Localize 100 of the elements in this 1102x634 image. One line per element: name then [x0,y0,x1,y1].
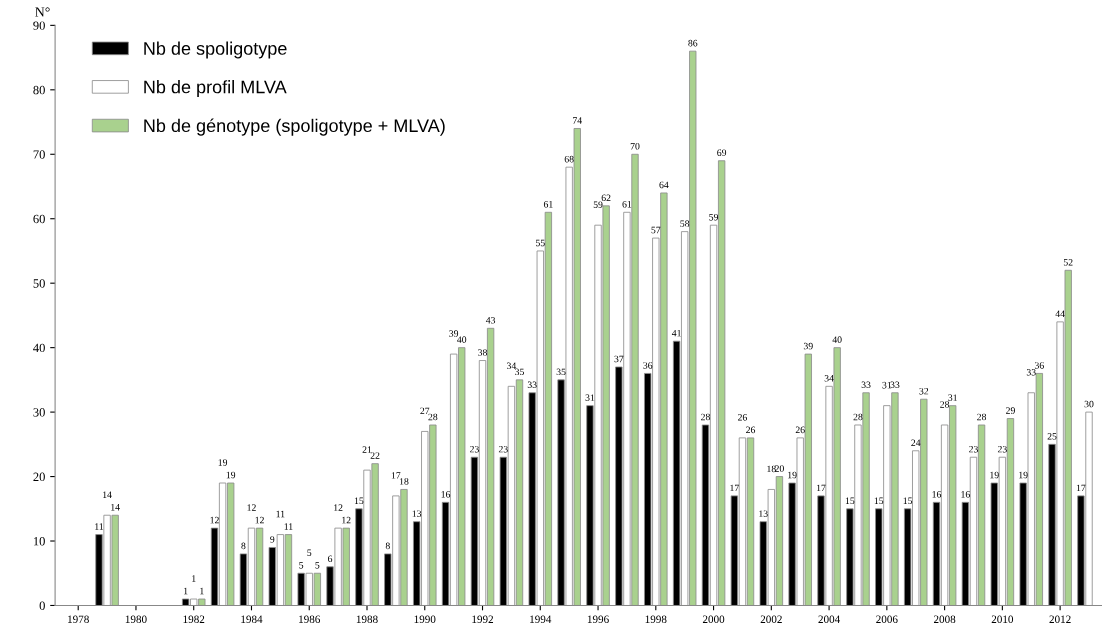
data-label: 31 [882,381,892,389]
y-tick-label: 0 [39,601,45,610]
data-label: 6 [328,555,333,563]
data-label: 68 [564,155,574,163]
data-label: 21 [362,446,372,453]
data-label: 19 [226,471,236,479]
data-label: 28 [940,401,950,408]
data-label: 15 [845,497,855,505]
legend-label: Nb de spoligotype [144,41,287,59]
x-tick-label: 1990 [414,615,436,624]
data-label: 17 [1076,484,1086,492]
y-axis-title: N° [35,7,50,17]
data-label: 30 [1084,400,1094,408]
data-label: 52 [1063,259,1073,266]
data-label: 13 [759,510,768,517]
x-tick-label: 1986 [299,615,321,624]
x-tick-label: 2008 [933,615,956,624]
data-label: 15 [874,497,884,505]
x-tick-label: 1998 [645,615,667,624]
x-tick-label: 2006 [876,615,898,624]
data-label: 35 [556,368,566,376]
y-tick-label: 70 [33,150,45,159]
data-label: 40 [457,336,467,343]
data-label: 31 [948,394,957,401]
data-label: 86 [688,39,698,47]
data-label: 5 [307,549,312,556]
data-label: 39 [803,342,813,350]
data-label: 17 [816,484,826,492]
data-label: 59 [709,213,719,221]
x-tick-label: 1992 [472,615,494,624]
data-label: 16 [932,491,942,498]
data-label: 74 [573,117,582,124]
data-label: 33 [1026,368,1036,376]
data-label: 61 [543,201,553,208]
x-tick-label: 2010 [991,615,1014,624]
data-label: 28 [977,413,987,421]
data-label: 33 [890,381,900,389]
data-label: 62 [601,194,611,202]
x-tick-label: 2002 [760,615,782,624]
data-label: 33 [861,381,871,389]
data-label: 19 [1019,471,1028,479]
data-label: 32 [919,387,929,395]
data-label: 41 [671,329,681,337]
y-tick-label: 10 [33,537,45,546]
y-tick-label: 90 [33,21,45,30]
data-label: 16 [961,491,970,498]
data-label: 8 [241,542,246,550]
data-label: 12 [342,516,351,524]
data-label: 70 [630,142,640,150]
data-label: 12 [334,504,343,511]
legend-label: Nb de génotype (spoligotype + MLVA) [144,118,445,136]
x-tick-label: 1984 [241,615,263,624]
data-label: 23 [470,445,479,453]
data-label: 28 [428,413,438,421]
data-label: 43 [485,317,496,324]
data-label: 12 [247,504,256,511]
data-label: 58 [680,220,690,227]
data-label: 57 [651,226,661,234]
data-label: 16 [441,491,451,498]
data-label: 19 [990,471,999,479]
y-tick-label: 40 [33,343,45,353]
data-label: 18 [767,465,776,473]
data-label: 11 [276,510,285,518]
x-tick-label: 1994 [530,615,552,624]
data-label: 14 [103,491,112,498]
data-label: 1 [184,587,188,595]
data-label: 15 [354,497,364,505]
data-label: 19 [218,459,228,466]
data-label: 26 [738,414,748,421]
data-label: 13 [412,510,422,517]
data-label: 55 [535,239,545,247]
data-label: 37 [614,355,624,363]
data-label: 28 [853,413,863,421]
data-label: 17 [730,484,739,492]
data-label: 23 [969,445,978,453]
data-label: 11 [95,523,104,530]
data-label: 26 [795,426,805,434]
x-tick-label: 1996 [587,615,609,624]
y-tick-label: 60 [33,214,45,224]
data-label: 64 [659,181,669,189]
data-label: 35 [515,368,524,376]
data-label: 31 [585,394,595,401]
data-label: 1 [200,587,204,595]
data-label: 5 [315,562,320,569]
x-tick-label: 1988 [356,615,378,624]
y-tick-label: 20 [33,472,45,482]
legend-label: Nb de profil MLVA [144,80,287,97]
data-label: 40 [832,336,842,343]
data-label: 23 [498,445,508,453]
data-label: 9 [270,536,275,543]
data-label: 12 [210,516,219,524]
y-tick-label: 30 [33,408,45,417]
data-label: 28 [701,413,710,421]
data-label: 5 [299,562,304,569]
data-label: 38 [478,349,488,356]
data-label: 17 [391,472,401,479]
data-label: 8 [385,542,390,550]
x-tick-label: 2004 [818,615,841,624]
data-label: 12 [255,516,264,524]
data-label: 36 [1034,362,1044,369]
